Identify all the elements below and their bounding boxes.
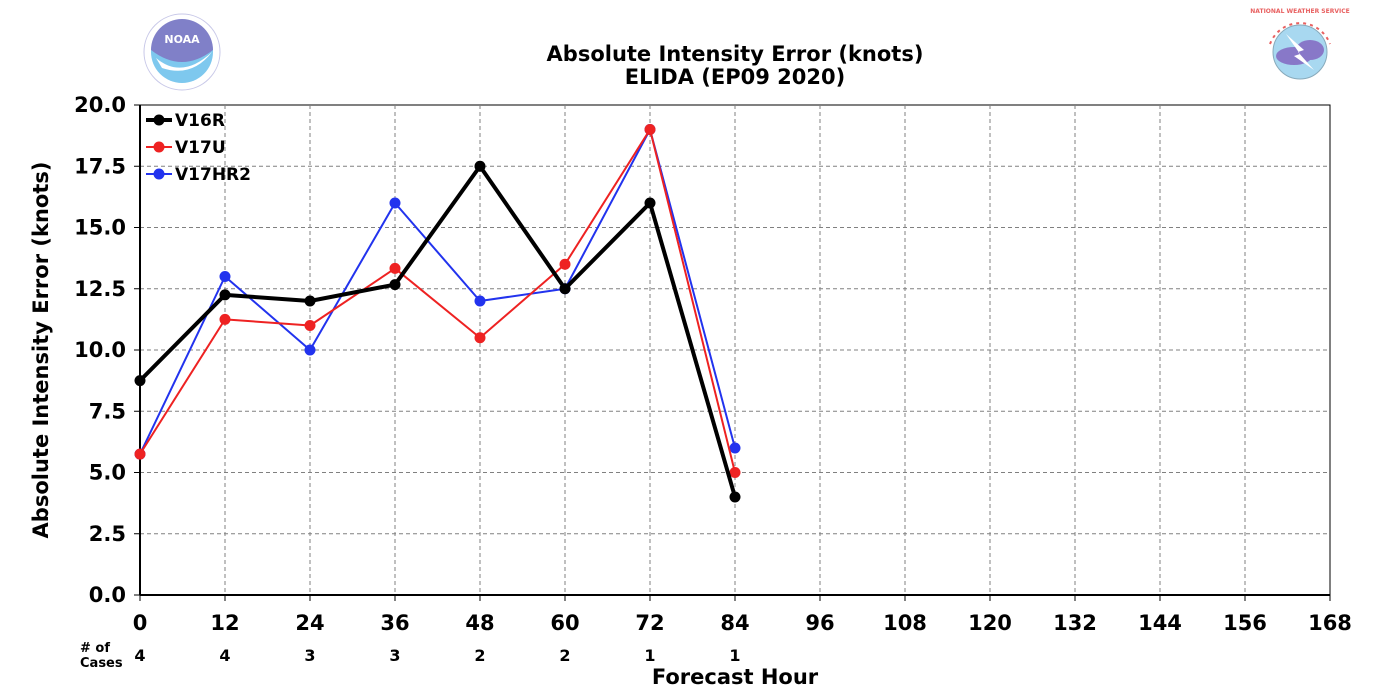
- legend: V16R V17U V17HR2: [146, 111, 251, 185]
- y-tick-label: 2.5: [89, 522, 126, 546]
- cases-values: 4 4 3 3 2 2 1 1: [134, 646, 740, 665]
- series-line: [139, 128, 736, 455]
- y-tick-label: 7.5: [89, 399, 126, 423]
- y-tick-label: 0.0: [89, 583, 126, 607]
- legend-item-v17u: V17U: [146, 138, 226, 158]
- y-tick-labels: 0.0 2.5 5.0 7.5 10.0 12.5 15.0 17.5 20.0: [74, 93, 140, 607]
- data-point: [219, 271, 231, 282]
- data-point: [729, 491, 741, 503]
- data-series: [134, 124, 741, 503]
- x-tick-label: 72: [635, 611, 664, 635]
- legend-swatch-marker: [153, 141, 165, 153]
- x-tick-labels: 0 12 24 36 48 60 72 84 96 108 120 132 144 156 168: [133, 595, 1352, 635]
- x-tick-label: 60: [550, 611, 579, 635]
- data-point: [389, 279, 401, 291]
- case-count: 1: [729, 646, 740, 665]
- data-point: [219, 313, 231, 325]
- x-tick-label: 144: [1138, 611, 1182, 635]
- x-tick-label: 36: [380, 611, 409, 635]
- data-point: [474, 160, 486, 172]
- data-point: [474, 295, 486, 307]
- data-point: [389, 197, 401, 209]
- data-point: [304, 320, 316, 331]
- case-count: 4: [134, 646, 145, 665]
- legend-label: V17HR2: [175, 165, 251, 185]
- y-tick-label: 15.0: [74, 216, 126, 240]
- case-count: 2: [559, 646, 570, 665]
- noaa-logo-icon: NOAA: [143, 13, 221, 91]
- data-point: [219, 289, 231, 301]
- y-axis-label: Absolute Intensity Error (knots): [29, 162, 53, 539]
- legend-label: V16R: [175, 111, 225, 131]
- y-tick-label: 10.0: [74, 338, 126, 362]
- series-v17u: [134, 124, 741, 478]
- data-point: [134, 375, 146, 387]
- cases-label: # of Cases: [80, 641, 123, 671]
- case-count: 3: [304, 646, 315, 665]
- chart-title: Absolute Intensity Error (knots): [547, 42, 924, 66]
- data-point: [134, 448, 146, 460]
- x-tick-label: 0: [133, 611, 148, 635]
- data-point: [559, 258, 571, 270]
- legend-item-v17hr2: V17HR2: [146, 165, 251, 185]
- y-tick-label: 17.5: [74, 154, 126, 178]
- y-tick-label: 12.5: [74, 277, 126, 301]
- legend-swatch-marker: [153, 168, 165, 180]
- series-v16r: [134, 160, 741, 503]
- chart-subtitle: ELIDA (EP09 2020): [625, 65, 845, 89]
- data-point: [729, 467, 741, 478]
- data-point: [644, 197, 656, 209]
- x-tick-label: 12: [210, 611, 239, 635]
- data-point: [304, 344, 316, 356]
- data-point: [304, 295, 316, 307]
- x-tick-label: 48: [465, 611, 494, 635]
- legend-item-v16r: V16R: [146, 111, 225, 131]
- case-count: 2: [474, 646, 485, 665]
- x-tick-label: 168: [1308, 611, 1352, 635]
- legend-swatch-marker: [153, 114, 165, 126]
- x-tick-label: 120: [968, 611, 1012, 635]
- x-tick-label: 108: [883, 611, 927, 635]
- data-point: [389, 262, 401, 274]
- series-line: [139, 128, 736, 473]
- case-count: 3: [389, 646, 400, 665]
- x-tick-label: 24: [295, 611, 324, 635]
- x-tick-label: 156: [1223, 611, 1267, 635]
- x-tick-label: 132: [1053, 611, 1097, 635]
- y-tick-label: 5.0: [89, 461, 126, 485]
- x-tick-label: 96: [805, 611, 834, 635]
- nws-logo-icon: NATIONAL WEATHER SERVICE: [1250, 8, 1350, 90]
- case-count: 4: [219, 646, 230, 665]
- data-point: [729, 442, 741, 454]
- noaa-logo-text: NOAA: [164, 33, 200, 46]
- nws-logo-text: NATIONAL WEATHER SERVICE: [1250, 8, 1349, 15]
- case-count: 1: [644, 646, 655, 665]
- data-point: [559, 283, 571, 295]
- data-point: [474, 332, 486, 344]
- legend-label: V17U: [175, 138, 226, 158]
- series-line: [138, 164, 737, 498]
- x-axis-label: Forecast Hour: [652, 665, 819, 689]
- x-tick-label: 84: [720, 611, 749, 635]
- y-tick-label: 20.0: [74, 93, 126, 117]
- data-point: [644, 124, 656, 135]
